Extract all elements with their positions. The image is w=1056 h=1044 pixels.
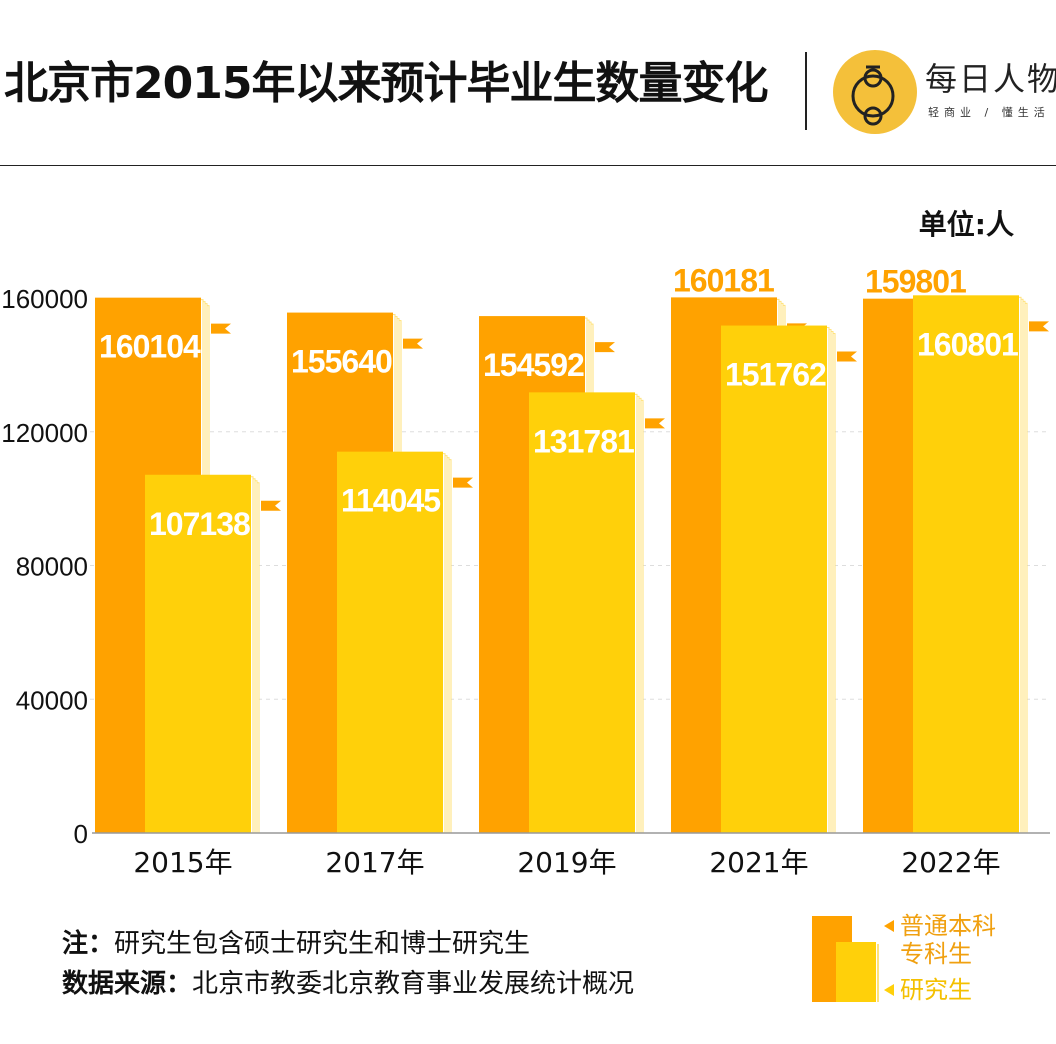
legend-undergrad: 普通本科 专科生 xyxy=(900,912,996,968)
note-text: 研究生包含硕士研究生和博士研究生 xyxy=(114,929,531,959)
source: 数据来源：北京市教委北京教育事业发展统计概况 xyxy=(62,968,634,1000)
data-label: 131781 xyxy=(533,423,634,459)
flag-marker xyxy=(261,500,281,511)
note-label: 注： xyxy=(62,929,115,959)
flag-marker xyxy=(211,323,231,334)
bar-chart: 0 40000 80000 120000 160000 160104 107138 2015年… xyxy=(1,262,1050,879)
legend-pointer-icon xyxy=(884,920,894,932)
x-tick-label: 2022年 xyxy=(901,846,1000,879)
flag-marker xyxy=(453,477,473,488)
legend-label: 专科生 xyxy=(900,940,972,968)
unit-label: 单位:人 xyxy=(918,208,1014,241)
data-label: 160104 xyxy=(99,329,201,365)
y-tick-label: 160000 xyxy=(1,284,88,314)
x-tick-label: 2019年 xyxy=(517,846,616,879)
note: 注：研究生包含硕士研究生和博士研究生 xyxy=(62,928,530,960)
brand-logo xyxy=(833,50,917,134)
source-text: 北京市教委北京教育事业发展统计概况 xyxy=(192,969,635,999)
y-tick-label: 0 xyxy=(74,819,88,849)
legend-swatch-graduate xyxy=(836,942,876,1002)
data-label: 107138 xyxy=(149,506,250,542)
data-label: 155640 xyxy=(291,344,392,380)
bar-graduate xyxy=(721,325,827,833)
bar-graduate xyxy=(913,295,1019,833)
data-label: 154592 xyxy=(483,347,584,383)
header-divider xyxy=(0,165,1056,166)
legend-graduate: 研究生 xyxy=(900,976,972,1004)
x-tick-label: 2017年 xyxy=(325,846,424,879)
bar-graduate xyxy=(337,451,443,833)
chart-title: 北京市2015年以来预计毕业生数量变化 xyxy=(4,58,768,109)
data-label: 114045 xyxy=(341,483,440,519)
data-label: 151762 xyxy=(725,357,826,393)
x-tick-label: 2021年 xyxy=(709,846,808,879)
flag-marker xyxy=(595,342,615,353)
source-label: 数据来源： xyxy=(62,969,193,999)
bar-graduate xyxy=(529,392,635,833)
data-label: 160801 xyxy=(917,326,1018,362)
y-tick-label: 80000 xyxy=(16,552,88,582)
y-tick-label: 120000 xyxy=(1,418,88,448)
brand-name: 每日人物 xyxy=(925,60,1056,98)
legend-swatch-undergrad xyxy=(812,916,852,1002)
data-label: 159801 xyxy=(865,264,966,300)
y-tick-label: 40000 xyxy=(16,685,88,715)
flag-marker xyxy=(1029,321,1049,332)
legend-pointer-icon xyxy=(884,984,894,996)
flag-marker xyxy=(645,418,665,429)
brand-slogan: 轻商业 / 懂生活 xyxy=(928,106,1050,119)
flag-marker xyxy=(837,351,857,362)
divider xyxy=(805,52,807,130)
legend-label: 普通本科 xyxy=(900,912,996,940)
data-label: 160181 xyxy=(673,262,774,298)
flag-marker xyxy=(403,338,423,349)
x-tick-label: 2015年 xyxy=(133,846,232,879)
bar-graduate xyxy=(145,474,251,833)
